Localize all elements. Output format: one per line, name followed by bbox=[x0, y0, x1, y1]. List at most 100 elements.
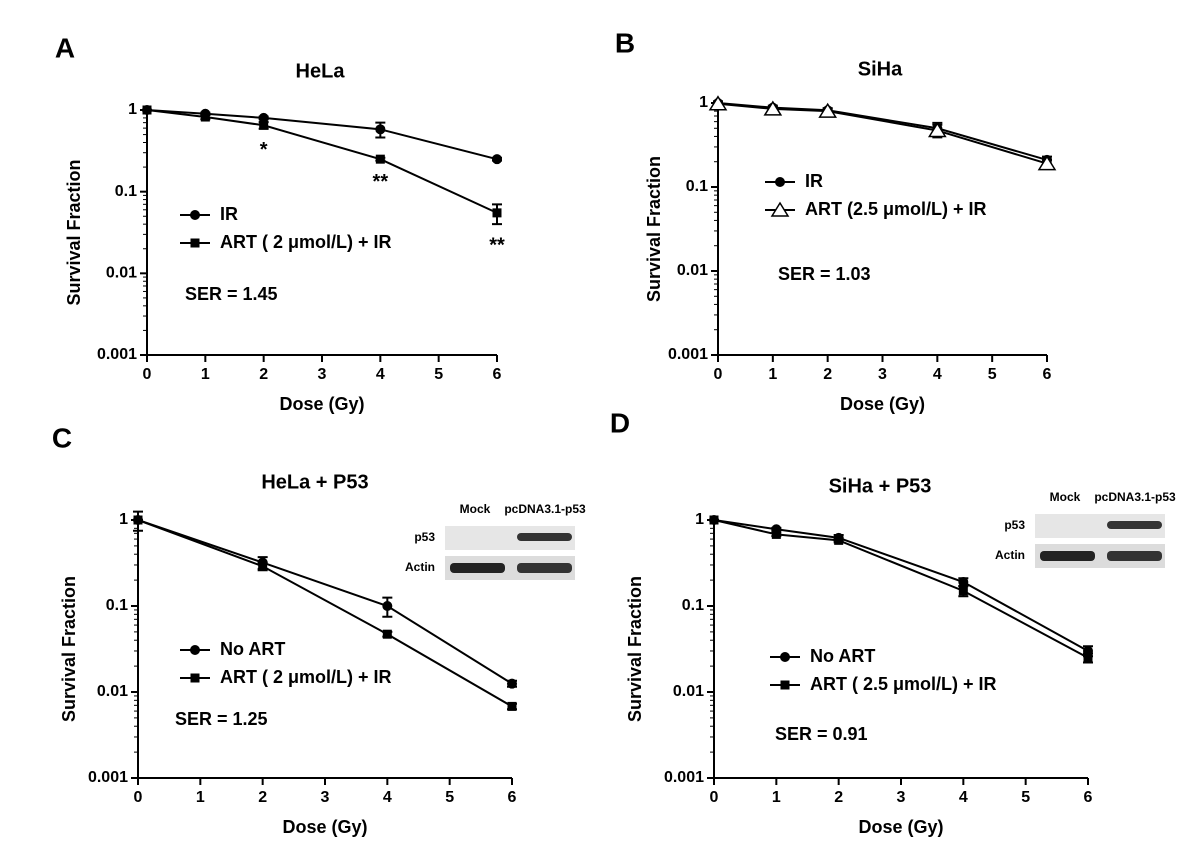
marker bbox=[958, 586, 968, 596]
x-axis-label: Dose (Gy) bbox=[279, 394, 364, 414]
marker bbox=[375, 124, 386, 135]
marker bbox=[927, 122, 947, 138]
x-tick-label: 3 bbox=[321, 789, 330, 806]
series-line bbox=[713, 519, 1089, 652]
series-line bbox=[137, 519, 513, 685]
legend-label: ART ( 2 μmol/L) + IR bbox=[220, 667, 392, 687]
x-tick-label: 4 bbox=[383, 789, 392, 806]
series-line bbox=[146, 109, 498, 214]
ser-note: SER = 1.45 bbox=[185, 284, 278, 304]
marker bbox=[259, 120, 269, 130]
blot-inset: Mock pcDNA3.1-p53 p53 Actin bbox=[995, 490, 1176, 568]
y-tick-label: 0.01 bbox=[677, 262, 708, 279]
x-tick-label: 4 bbox=[376, 366, 385, 383]
blot-row: Actin bbox=[405, 560, 435, 574]
x-tick-label: 5 bbox=[988, 366, 997, 383]
y-tick-label: 0.01 bbox=[106, 265, 137, 282]
y-tick-label: 0.01 bbox=[97, 683, 128, 700]
y-tick-label: 0.1 bbox=[686, 178, 708, 195]
marker bbox=[958, 577, 969, 588]
y-tick-label: 0.1 bbox=[682, 597, 704, 614]
x-tick-label: 6 bbox=[493, 366, 502, 383]
x-tick-label: 5 bbox=[434, 366, 443, 383]
marker bbox=[763, 100, 783, 116]
panel-letter: A bbox=[55, 32, 75, 63]
x-tick-label: 5 bbox=[445, 789, 454, 806]
marker bbox=[142, 105, 152, 115]
marker bbox=[507, 701, 517, 711]
marker bbox=[190, 210, 200, 220]
marker bbox=[709, 515, 719, 525]
marker bbox=[133, 515, 143, 525]
y-tick-label: 0.1 bbox=[115, 183, 137, 200]
significance: ** bbox=[373, 171, 389, 193]
legend-label: ART ( 2 μmol/L) + IR bbox=[220, 232, 392, 252]
y-axis-label: Survival Fraction bbox=[64, 159, 84, 305]
chart-title: SiHa + P53 bbox=[829, 475, 932, 497]
marker bbox=[775, 177, 785, 187]
legend-label: IR bbox=[805, 171, 823, 191]
panel-letter: C bbox=[52, 422, 72, 453]
x-tick-label: 3 bbox=[878, 366, 887, 383]
marker bbox=[492, 208, 502, 218]
x-tick-label: 1 bbox=[772, 789, 781, 806]
marker bbox=[780, 680, 790, 690]
blot-column: Mock bbox=[1050, 490, 1081, 504]
x-tick-label: 6 bbox=[1043, 366, 1052, 383]
blot-row: p53 bbox=[414, 530, 435, 544]
marker bbox=[708, 95, 728, 111]
blot-row: Actin bbox=[995, 548, 1025, 562]
y-axis-label: Survival Fraction bbox=[625, 576, 645, 722]
x-tick-label: 0 bbox=[143, 366, 152, 383]
chart-title: HeLa bbox=[296, 60, 346, 82]
marker bbox=[382, 629, 392, 639]
blot-band bbox=[1107, 521, 1162, 529]
y-tick-label: 0.001 bbox=[664, 769, 704, 786]
blot-row: p53 bbox=[1004, 518, 1025, 532]
panel-letter: B bbox=[615, 27, 635, 58]
x-tick-label: 1 bbox=[201, 366, 210, 383]
series-line bbox=[146, 109, 498, 161]
blot-band bbox=[450, 563, 505, 573]
marker bbox=[258, 561, 268, 571]
x-tick-label: 2 bbox=[834, 789, 843, 806]
legend-label: No ART bbox=[220, 639, 285, 659]
marker bbox=[200, 112, 210, 122]
series-line bbox=[713, 519, 1089, 659]
blot-band bbox=[1107, 551, 1162, 561]
blot-column: pcDNA3.1-p53 bbox=[504, 502, 586, 516]
blot-band bbox=[1040, 551, 1095, 561]
x-tick-label: 6 bbox=[1084, 789, 1093, 806]
legend-label: No ART bbox=[810, 646, 875, 666]
x-tick-label: 3 bbox=[897, 789, 906, 806]
marker bbox=[770, 201, 790, 217]
marker bbox=[375, 154, 385, 164]
blot-band bbox=[517, 533, 572, 541]
x-tick-label: 2 bbox=[259, 366, 268, 383]
ser-note: SER = 1.25 bbox=[175, 709, 268, 729]
marker bbox=[1037, 155, 1057, 171]
blot-column: Mock bbox=[460, 502, 491, 516]
marker bbox=[190, 238, 200, 248]
significance: ** bbox=[489, 234, 505, 256]
y-tick-label: 1 bbox=[128, 101, 137, 118]
marker bbox=[771, 529, 781, 539]
marker bbox=[382, 601, 393, 611]
ser-note: SER = 0.91 bbox=[775, 724, 868, 744]
legend-label: ART ( 2.5 μmol/L) + IR bbox=[810, 674, 997, 694]
x-tick-label: 2 bbox=[823, 366, 832, 383]
chart-title: SiHa bbox=[858, 58, 903, 80]
x-tick-label: 5 bbox=[1021, 789, 1030, 806]
blot-band bbox=[517, 563, 572, 573]
y-tick-label: 1 bbox=[119, 511, 128, 528]
x-tick-label: 6 bbox=[508, 789, 517, 806]
x-tick-label: 4 bbox=[959, 789, 968, 806]
y-tick-label: 0.001 bbox=[97, 346, 137, 363]
x-tick-label: 0 bbox=[714, 366, 723, 383]
marker bbox=[834, 535, 844, 545]
chart-title: HeLa + P53 bbox=[261, 471, 368, 493]
x-tick-label: 2 bbox=[258, 789, 267, 806]
marker bbox=[258, 112, 269, 123]
x-tick-label: 1 bbox=[196, 789, 205, 806]
ser-note: SER = 1.03 bbox=[778, 264, 871, 284]
